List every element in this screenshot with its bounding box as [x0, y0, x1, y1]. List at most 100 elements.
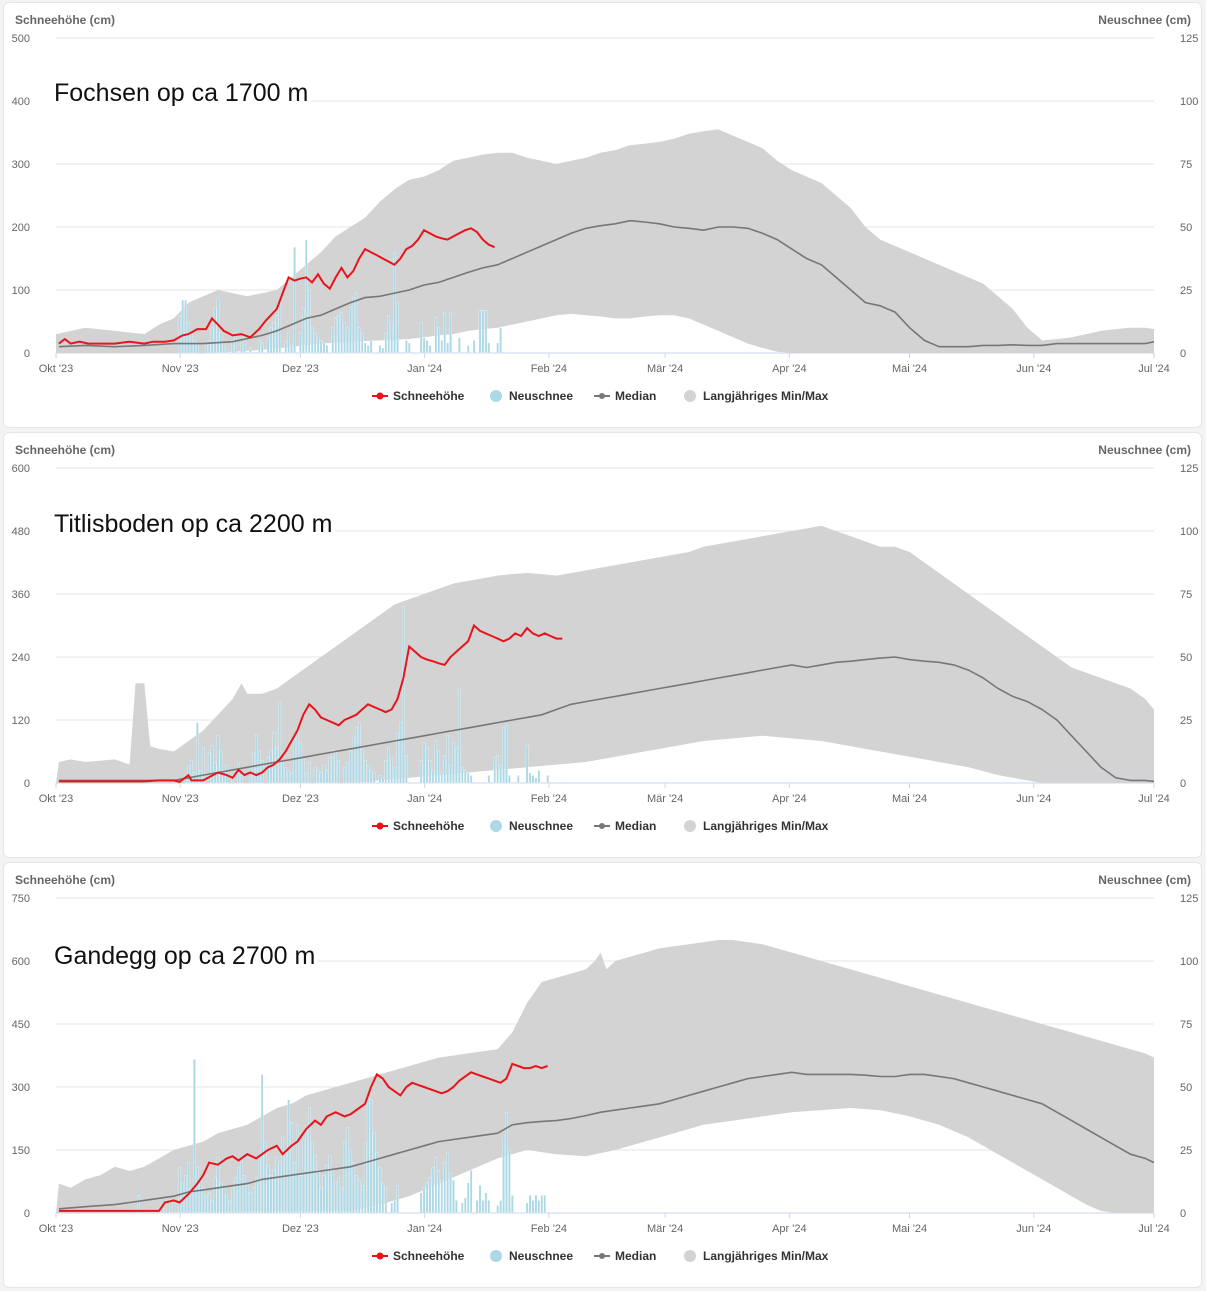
neuschnee-bar: [278, 702, 282, 784]
x-tick-label: Feb '24: [531, 793, 567, 805]
neuschnee-bar: [222, 345, 226, 354]
neuschnee-bar: [193, 340, 196, 354]
x-tick-label: Jun '24: [1016, 1223, 1051, 1235]
neuschnee-bar: [496, 342, 499, 354]
legend-marker-symbol: [376, 1252, 384, 1260]
neuschnee-bar: [543, 1195, 547, 1214]
neuschnee-bar: [199, 770, 202, 784]
legend-item-median[interactable]: Median: [594, 389, 656, 403]
neuschnee-bar: [296, 727, 299, 784]
y-tick-label: 750: [12, 893, 30, 905]
neuschnee-bar: [255, 1177, 258, 1214]
neuschnee-bar: [381, 1182, 385, 1214]
neuschnee-bar: [193, 1059, 196, 1214]
neuschnee-bar: [434, 1157, 438, 1214]
neuschnee-bar: [334, 1182, 338, 1214]
x-tick-label: Mai '24: [892, 363, 927, 375]
neuschnee-bar: [358, 327, 361, 354]
neuschnee-bar: [517, 775, 520, 784]
legend-dot-symbol: [684, 1250, 696, 1262]
y-tick-label: 0: [24, 348, 30, 360]
neuschnee-bar: [234, 1177, 237, 1214]
neuschnee-bar: [302, 307, 305, 354]
neuschnee-bar: [405, 340, 408, 354]
neuschnee-bar: [537, 770, 541, 784]
neuschnee-bar: [446, 1152, 449, 1214]
legend-item-median[interactable]: Median: [594, 1249, 656, 1263]
y2-tick-label: 0: [1180, 348, 1186, 360]
neuschnee-bar: [237, 1167, 240, 1214]
legend-item-minmax[interactable]: Langjähriges Min/Max: [684, 819, 829, 833]
neuschnee-bar: [352, 1162, 355, 1214]
neuschnee-bar: [499, 327, 502, 354]
neuschnee-bar: [464, 770, 467, 784]
y2-tick-label: 25: [1180, 1145, 1192, 1157]
neuschnee-bar: [399, 722, 402, 784]
legend-label: Neuschnee: [509, 819, 573, 833]
legend-item-schneehoehe[interactable]: Schneehöhe: [372, 1249, 465, 1263]
neuschnee-bar: [210, 1200, 214, 1214]
neuschnee-bar: [278, 302, 282, 354]
x-tick-label: Mär '24: [647, 1223, 683, 1235]
neuschnee-bar: [210, 745, 214, 784]
neuschnee-bar: [443, 312, 446, 354]
y2-tick-label: 75: [1180, 1019, 1192, 1031]
neuschnee-bar: [284, 767, 287, 784]
neuschnee-bar: [328, 757, 332, 784]
neuschnee-bar: [355, 727, 358, 784]
legend-item-schneehoehe[interactable]: Schneehöhe: [372, 389, 465, 403]
neuschnee-bar: [355, 292, 358, 354]
legend-item-neuschnee[interactable]: Neuschnee: [490, 819, 573, 833]
neuschnee-bar: [449, 765, 452, 784]
neuschnee-bar: [193, 772, 196, 784]
neuschnee-bar: [287, 1099, 290, 1214]
neuschnee-bar: [419, 1192, 423, 1214]
neuschnee-bar: [287, 770, 290, 784]
neuschnee-bar: [249, 767, 252, 784]
neuschnee-bar: [478, 1185, 482, 1214]
neuschnee-bar: [366, 345, 370, 354]
neuschnee-bar: [472, 340, 476, 354]
x-tick-label: Jun '24: [1016, 793, 1051, 805]
neuschnee-bar: [199, 1180, 202, 1214]
y2-tick-label: 100: [1180, 956, 1198, 968]
neuschnee-bar: [257, 340, 261, 354]
legend-item-median[interactable]: Median: [594, 819, 656, 833]
neuschnee-bar: [428, 1177, 432, 1214]
neuschnee-bar: [384, 760, 388, 784]
neuschnee-bar: [310, 1142, 314, 1214]
legend-item-schneehoehe[interactable]: Schneehöhe: [372, 819, 465, 833]
neuschnee-bar: [178, 1167, 181, 1214]
neuschnee-bar: [302, 757, 305, 784]
neuschnee-bar: [196, 342, 199, 354]
neuschnee-bar: [225, 1195, 229, 1214]
neuschnee-bar: [260, 342, 264, 354]
neuschnee-bar: [216, 734, 220, 784]
neuschnee-bar: [287, 332, 290, 354]
neuschnee-bar: [496, 1205, 499, 1214]
y-axis-title: Schneehöhe (cm): [15, 443, 115, 457]
legend-item-minmax[interactable]: Langjähriges Min/Max: [684, 389, 829, 403]
neuschnee-bar: [255, 734, 258, 784]
neuschnee-bar: [502, 727, 505, 784]
neuschnee-bar: [310, 327, 314, 354]
neuschnee-bar: [305, 772, 308, 784]
neuschnee-bar: [225, 347, 229, 354]
neuschnee-bar: [384, 332, 388, 354]
neuschnee-bar: [313, 1154, 317, 1214]
neuschnee-bar: [363, 760, 367, 784]
snow-chart-gandegg: Schneehöhe (cm) Neuschnee (cm) 0 150 300 450 6…: [12, 873, 1199, 1263]
legend-item-neuschnee[interactable]: Neuschnee: [490, 389, 573, 403]
neuschnee-bar: [464, 1197, 467, 1214]
neuschnee-bar: [419, 322, 423, 354]
neuschnee-bar: [272, 322, 276, 354]
y2-tick-label: 0: [1180, 1208, 1186, 1220]
neuschnee-bar: [275, 1157, 279, 1214]
legend-item-minmax[interactable]: Langjähriges Min/Max: [684, 1249, 829, 1263]
neuschnee-bar: [210, 327, 214, 354]
neuschnee-bar: [487, 342, 491, 354]
legend-item-neuschnee[interactable]: Neuschnee: [490, 1249, 573, 1263]
neuschnee-bar: [322, 342, 326, 354]
neuschnee-bar: [466, 772, 470, 784]
x-tick-label: Jan '24: [407, 1223, 442, 1235]
